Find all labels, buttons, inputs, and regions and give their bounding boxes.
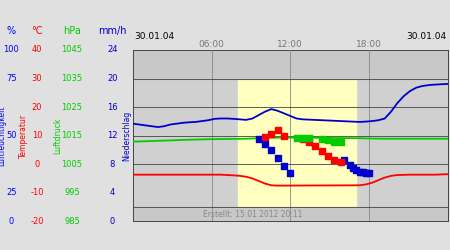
Text: 50: 50 xyxy=(6,131,17,140)
Bar xyxy=(133,50,448,78)
Text: 8: 8 xyxy=(110,160,115,169)
Point xyxy=(324,138,332,142)
Point xyxy=(331,158,338,162)
Point xyxy=(318,149,325,153)
Text: 10: 10 xyxy=(32,131,42,140)
Point xyxy=(318,138,325,141)
Text: °C: °C xyxy=(31,26,43,36)
Text: 1045: 1045 xyxy=(62,46,82,54)
Text: 995: 995 xyxy=(64,188,80,197)
Text: mm/h: mm/h xyxy=(98,26,127,36)
Text: 25: 25 xyxy=(6,188,17,197)
Point xyxy=(337,140,344,144)
Point xyxy=(346,163,354,167)
Point xyxy=(306,140,313,144)
Text: Luftdruck: Luftdruck xyxy=(53,118,62,154)
Point xyxy=(268,148,275,152)
Text: %: % xyxy=(7,26,16,36)
Text: Luftfeuchtigkeit: Luftfeuchtigkeit xyxy=(0,106,6,166)
Text: 30.01.04: 30.01.04 xyxy=(134,32,174,41)
Text: Niederschlag: Niederschlag xyxy=(122,110,131,161)
Point xyxy=(365,171,373,175)
Text: 1035: 1035 xyxy=(62,74,82,83)
Bar xyxy=(133,207,448,221)
Text: 100: 100 xyxy=(4,46,19,54)
Point xyxy=(340,158,347,162)
Text: 20: 20 xyxy=(107,74,118,83)
Point xyxy=(268,132,275,136)
Bar xyxy=(238,50,356,221)
Text: 0: 0 xyxy=(9,217,14,226)
Text: 30.01.04: 30.01.04 xyxy=(406,32,446,41)
Point xyxy=(312,144,319,148)
Point xyxy=(280,134,288,138)
Text: 16: 16 xyxy=(107,102,118,112)
Bar xyxy=(133,207,448,221)
Text: 0: 0 xyxy=(34,160,40,169)
Text: Temperatur: Temperatur xyxy=(19,114,28,158)
Text: -10: -10 xyxy=(30,188,44,197)
Point xyxy=(280,164,288,168)
Point xyxy=(299,137,306,141)
Point xyxy=(274,128,281,132)
Text: 1025: 1025 xyxy=(62,102,82,112)
Text: 12: 12 xyxy=(107,131,118,140)
Point xyxy=(350,166,357,170)
Point xyxy=(356,170,363,173)
Point xyxy=(261,135,269,139)
Point xyxy=(353,168,360,172)
Text: 75: 75 xyxy=(6,74,17,83)
Point xyxy=(331,140,338,143)
Point xyxy=(362,171,369,175)
Point xyxy=(306,136,313,140)
Text: 1005: 1005 xyxy=(62,160,82,169)
Text: 30: 30 xyxy=(32,74,42,83)
Text: 20: 20 xyxy=(32,102,42,112)
Text: 4: 4 xyxy=(110,188,115,197)
Text: 24: 24 xyxy=(107,46,118,54)
Point xyxy=(359,170,366,174)
Text: 985: 985 xyxy=(64,217,80,226)
Point xyxy=(287,171,294,175)
Point xyxy=(324,154,332,158)
Point xyxy=(337,160,344,164)
Point xyxy=(255,137,262,141)
Point xyxy=(261,142,269,146)
Text: -20: -20 xyxy=(30,217,44,226)
Point xyxy=(293,136,300,140)
Bar xyxy=(133,50,448,78)
Text: hPa: hPa xyxy=(63,26,81,36)
Point xyxy=(274,156,281,160)
Text: 40: 40 xyxy=(32,46,42,54)
Text: 1015: 1015 xyxy=(62,131,82,140)
Text: Erstellt: 15.01.2012 20:11: Erstellt: 15.01.2012 20:11 xyxy=(203,210,302,219)
Point xyxy=(299,136,306,140)
Text: 0: 0 xyxy=(110,217,115,226)
